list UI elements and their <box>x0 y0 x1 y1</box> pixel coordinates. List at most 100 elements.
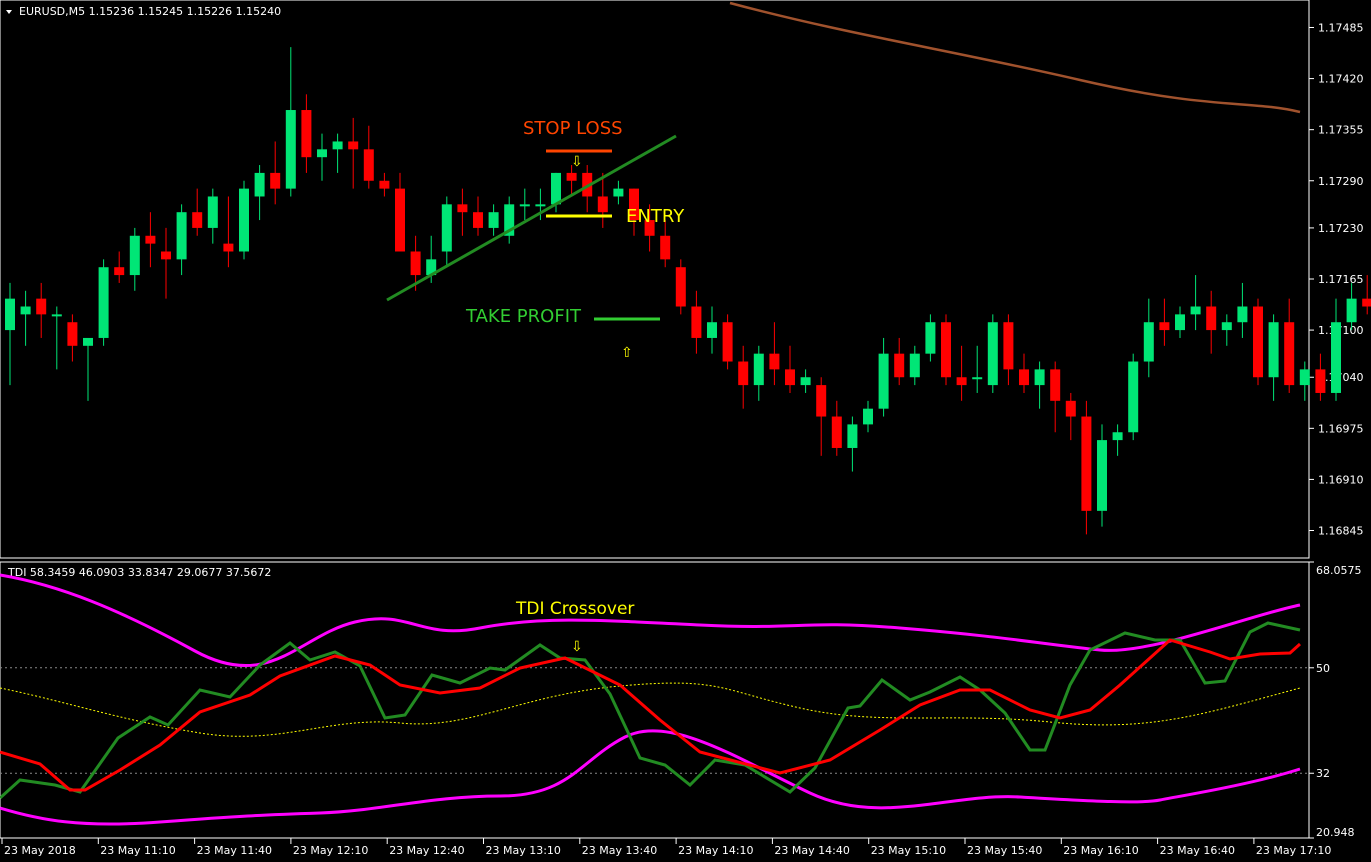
candle-body <box>1128 361 1139 433</box>
candle-body <box>457 204 468 213</box>
candle-body <box>1237 306 1248 323</box>
price-tick-label: 1.16845 <box>1318 524 1364 537</box>
up-arrow-icon: ⇧ <box>621 345 633 361</box>
time-axis: 23 May 2018 23 May 11:10 23 May 11:40 23 Ma… <box>1 838 1331 857</box>
candle-body <box>488 212 499 228</box>
candle-body <box>36 298 47 315</box>
candle-body <box>270 172 281 189</box>
candle-body <box>1299 369 1310 386</box>
candle-body <box>972 377 983 380</box>
down-arrow-icon: ⇩ <box>571 154 583 170</box>
candle-body <box>613 188 624 197</box>
time-tick-label: 23 May 16:10 <box>1063 844 1138 857</box>
candle-body <box>98 267 109 338</box>
price-tick-label: 1.17355 <box>1318 124 1364 137</box>
tdi-price-line <box>0 638 1302 792</box>
price-tick-label: 1.16910 <box>1318 473 1364 486</box>
candle-body <box>1097 440 1107 511</box>
candle-body <box>785 369 795 386</box>
time-tick-label: 23 May 15:40 <box>967 844 1042 857</box>
trade-annotations: STOP LOSS ENTRY TAKE PROFIT ⇩ ⇧ <box>386 118 685 361</box>
time-tick-label: 23 May 15:10 <box>871 844 946 857</box>
candle-body <box>114 267 125 276</box>
moving-average-line <box>729 1 1301 114</box>
price-tick-label: 1.17420 <box>1318 73 1364 86</box>
candle-body <box>1003 322 1014 370</box>
candle-body <box>441 204 452 252</box>
candle-body <box>1346 298 1357 323</box>
candle-body <box>847 424 858 448</box>
candle-body <box>1190 306 1201 315</box>
candle-body <box>67 322 78 346</box>
time-tick-label: 23 May 14:40 <box>774 844 849 857</box>
dropdown-triangle-icon[interactable] <box>6 10 12 14</box>
candle-body <box>566 172 577 181</box>
tdi-mid-band <box>0 682 1301 737</box>
time-tick-label: 23 May 2018 <box>4 844 76 857</box>
candle-body <box>1143 322 1154 362</box>
candle-body <box>51 314 62 317</box>
candle-body <box>1159 322 1170 331</box>
price-tick-label: 1.17485 <box>1318 22 1364 35</box>
time-tick-label: 23 May 11:10 <box>100 844 175 857</box>
tdi-signal-line <box>0 621 1301 800</box>
candle-body <box>332 141 343 150</box>
candle-body <box>894 353 905 378</box>
candle-body <box>987 322 998 386</box>
candle-body <box>1253 306 1263 378</box>
tdi-indicator: 68.0575 50 32 20.948 TDI Crossover ⇩ <box>0 561 1362 839</box>
candle-body <box>551 172 561 205</box>
candle-body <box>941 322 951 378</box>
candle-body <box>1331 322 1341 393</box>
candlesticks <box>5 47 1371 535</box>
price-axis: 1.17485 1.17420 1.17355 1.17290 1.17230 1.171… <box>1309 22 1364 537</box>
candle-body <box>473 212 483 228</box>
candle-body <box>800 377 811 386</box>
candle-body <box>1315 369 1326 393</box>
candle-body <box>519 204 530 207</box>
time-tick-label: 23 May 11:40 <box>197 844 272 857</box>
candle-body <box>1362 298 1371 307</box>
candle-body <box>395 188 405 252</box>
candle-body <box>317 149 327 158</box>
candle-body <box>254 172 265 197</box>
time-tick-label: 23 May 16:40 <box>1160 844 1235 857</box>
candle-body <box>535 204 546 207</box>
ma-path <box>729 1 1301 114</box>
time-tick-label: 23 May 17:10 <box>1256 844 1331 857</box>
candle-body <box>863 408 873 425</box>
tdi-tick-label: 50 <box>1316 662 1330 675</box>
candle-body <box>5 298 15 331</box>
candle-body <box>1268 322 1279 378</box>
main-panel-frame <box>0 0 1310 559</box>
crossover-arrow-icon: ⇩ <box>571 639 583 655</box>
stop-loss-label: STOP LOSS <box>523 118 623 139</box>
candle-body <box>722 322 733 362</box>
candle-body <box>239 188 249 252</box>
tdi-tick-label: 68.0575 <box>1316 564 1362 577</box>
candle-body <box>20 306 31 315</box>
candle-body <box>629 188 639 221</box>
price-tick-label: 1.17230 <box>1318 222 1364 235</box>
candle-body <box>816 385 827 417</box>
candle-body <box>956 377 967 386</box>
candle-body <box>348 141 359 150</box>
price-tick-label: 1.17165 <box>1318 273 1364 286</box>
price-tick-label: 1.16975 <box>1318 422 1364 435</box>
candle-body <box>176 212 187 260</box>
candle-body <box>1112 432 1123 441</box>
time-tick-label: 23 May 13:10 <box>486 844 561 857</box>
time-tick-label: 23 May 13:40 <box>582 844 657 857</box>
price-tick-label: 1.17290 <box>1318 175 1364 188</box>
candle-body <box>878 353 889 409</box>
entry-label: ENTRY <box>626 206 685 227</box>
tdi-tick-label: 32 <box>1316 767 1330 780</box>
candle-body <box>207 196 218 228</box>
candle-body <box>769 353 780 370</box>
candle-body <box>129 235 140 276</box>
candle-body <box>301 110 312 158</box>
symbol-header: EURUSD,M5 1.15236 1.15245 1.15226 1.1524… <box>19 5 281 18</box>
candle-body <box>831 416 842 448</box>
candle-body <box>675 267 686 307</box>
candle-body <box>707 322 717 338</box>
